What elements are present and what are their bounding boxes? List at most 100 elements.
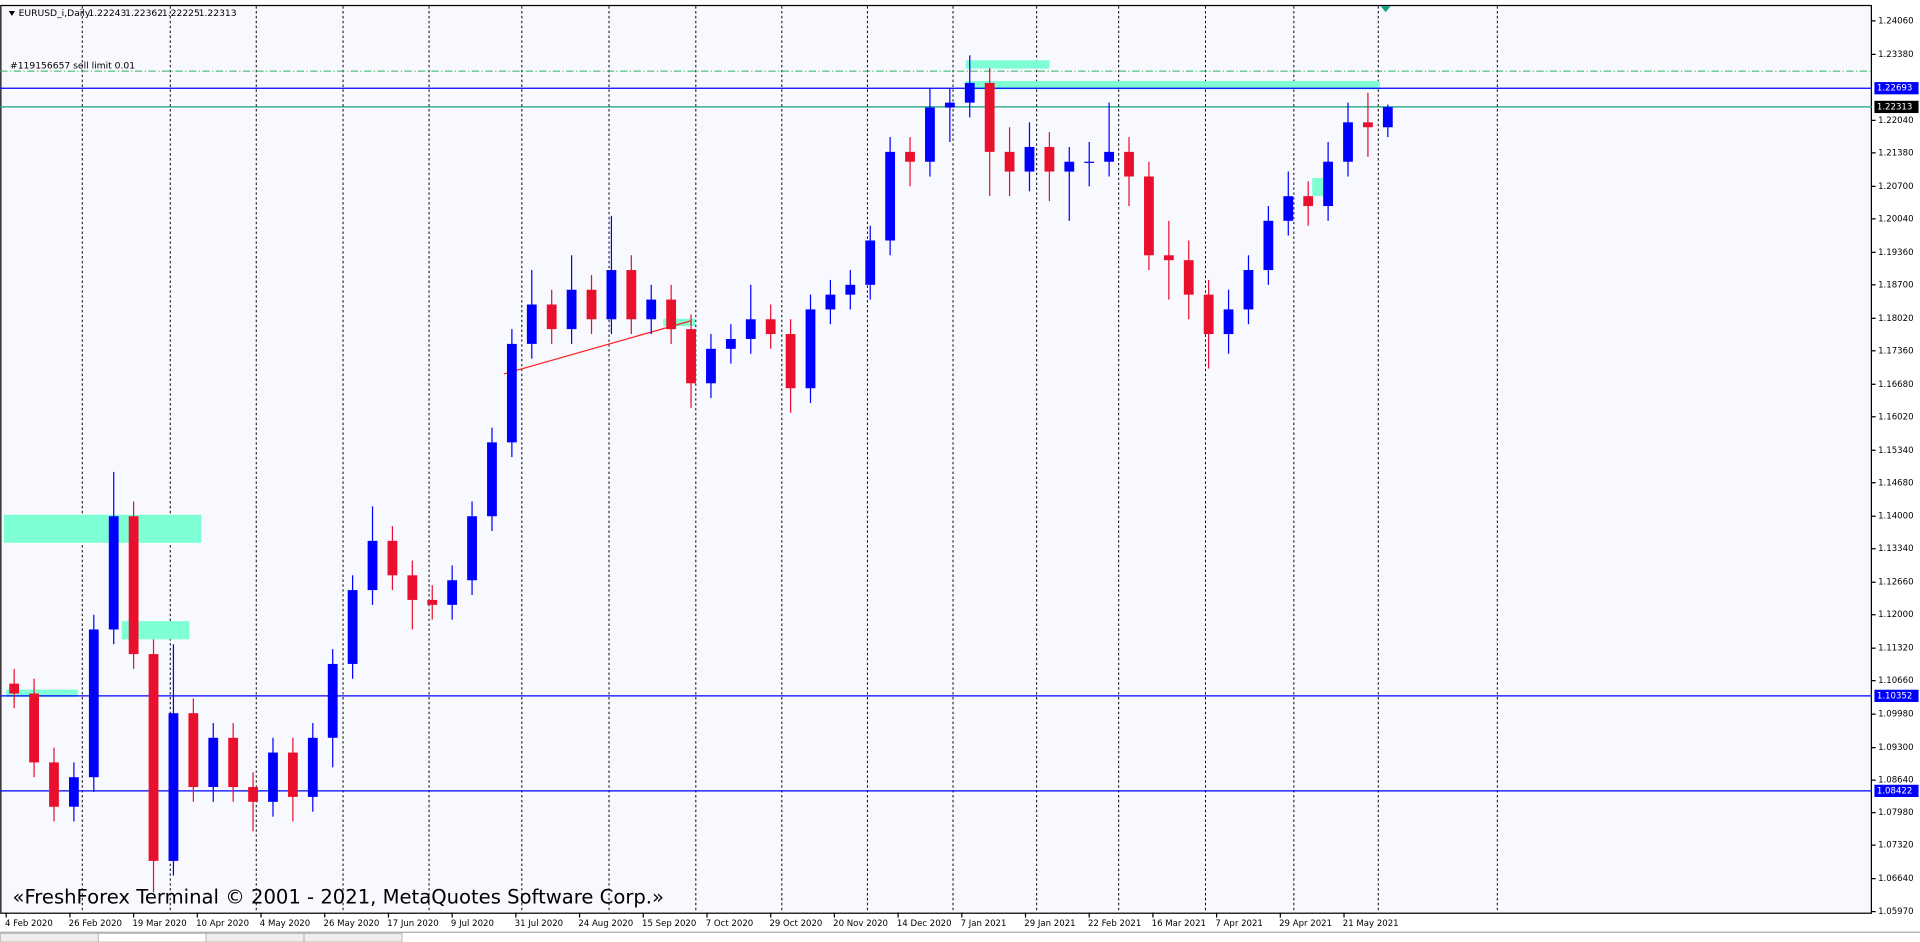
- y-tick-label: 1.18020: [1878, 314, 1913, 324]
- menu-triangle[interactable]: [8, 11, 15, 16]
- candle-body: [1183, 260, 1194, 295]
- candle-body: [506, 343, 517, 443]
- candle-body: [148, 654, 159, 861]
- candle-body: [407, 575, 418, 600]
- candle-body: [268, 752, 278, 802]
- candle-body: [427, 599, 438, 605]
- candle-body: [248, 787, 258, 802]
- tab[interactable]: [205, 933, 305, 942]
- candle-body: [387, 540, 398, 576]
- candle-body: [606, 270, 617, 320]
- candle-body: [546, 304, 557, 330]
- y-tick-label: 1.22040: [1878, 116, 1913, 126]
- candle-body: [1203, 294, 1214, 335]
- tab[interactable]: [303, 933, 403, 942]
- x-tick-label: 17 Jun 2020: [387, 919, 439, 929]
- candle-body: [1223, 309, 1234, 335]
- x-tick-label: 4 Feb 2020: [5, 919, 53, 929]
- y-tick-label: 1.15340: [1878, 446, 1913, 456]
- y-tick-label: 1.09980: [1878, 710, 1913, 720]
- x-tick-label: 20 Nov 2020: [833, 919, 888, 929]
- y-tick-label: 1.05970: [1878, 907, 1913, 917]
- candle-body: [1084, 161, 1095, 163]
- candle-body: [1024, 146, 1035, 172]
- zone: [965, 60, 1050, 69]
- candle-body: [865, 240, 876, 285]
- level-label-bg: [1874, 784, 1919, 798]
- ohlc-value: 1.22362: [125, 8, 163, 19]
- y-tick-label: 1.09300: [1878, 743, 1913, 753]
- level-label-bg: [1874, 82, 1919, 95]
- candle-body: [9, 683, 20, 694]
- level-label: 1.22693: [1877, 84, 1912, 94]
- candle-body: [1263, 220, 1274, 271]
- x-tick-label: 7 Jan 2021: [961, 919, 1007, 929]
- candle-body: [1382, 107, 1393, 128]
- candle-body: [1064, 161, 1075, 172]
- x-tick-label: 29 Oct 2020: [769, 919, 822, 929]
- trendline: [503, 320, 692, 375]
- candle-body: [885, 151, 896, 241]
- candle-body: [1144, 176, 1154, 256]
- tab[interactable]: [97, 933, 207, 942]
- ohlc-value: 1.22313: [199, 8, 237, 19]
- candle-body: [725, 338, 736, 349]
- candle-body: [367, 540, 378, 591]
- zone: [3, 514, 202, 543]
- candle-body: [447, 580, 458, 605]
- x-tick-label: 21 May 2021: [1343, 919, 1399, 929]
- candle-body: [487, 442, 497, 517]
- zone: [6, 689, 78, 697]
- candle-body: [108, 516, 119, 630]
- x-tick-label: 4 May 2020: [260, 919, 310, 929]
- zone: [965, 80, 1380, 90]
- x-tick-label: 7 Apr 2021: [1215, 919, 1263, 929]
- candle-body: [1323, 161, 1334, 207]
- x-tick-label: 7 Oct 2020: [706, 919, 754, 929]
- y-tick-label: 1.08640: [1878, 776, 1913, 786]
- candle-body: [526, 304, 537, 344]
- candle-body: [666, 299, 677, 330]
- price-arrow: [1380, 6, 1391, 13]
- y-tick-label: 1.23380: [1878, 50, 1913, 60]
- plot-area: [0, 4, 1872, 914]
- x-tick-label: 14 Dec 2020: [897, 919, 952, 929]
- candle-body: [765, 319, 776, 335]
- y-tick-label: 1.10660: [1878, 676, 1913, 686]
- candle-body: [646, 299, 657, 320]
- candle-body: [347, 590, 358, 664]
- x-tick-label: 29 Apr 2021: [1279, 919, 1332, 929]
- candle-body: [228, 737, 239, 788]
- y-tick-label: 1.06640: [1878, 874, 1913, 884]
- y-tick-label: 1.12000: [1878, 610, 1913, 620]
- x-tick-label: 29 Jan 2021: [1024, 919, 1075, 929]
- candle-body: [586, 289, 597, 320]
- candle-body: [805, 309, 816, 389]
- candle-body: [825, 294, 836, 310]
- x-tick-label: 22 Feb 2021: [1088, 919, 1141, 929]
- candle-body: [327, 663, 338, 738]
- y-tick-label: 1.20700: [1878, 182, 1913, 192]
- candle-body: [1363, 122, 1373, 128]
- candle-body: [944, 102, 955, 108]
- candle-body: [745, 319, 756, 339]
- y-tick-label: 1.13340: [1878, 544, 1913, 554]
- level-label: 1.22313: [1877, 102, 1912, 112]
- candle-body: [68, 777, 79, 807]
- tab[interactable]: [0, 933, 99, 942]
- candle-body: [925, 107, 935, 162]
- candle-body: [706, 348, 716, 384]
- y-tick-label: 1.19360: [1878, 248, 1913, 258]
- x-tick-label: 10 Apr 2020: [196, 919, 249, 929]
- x-tick-label: 9 Jul 2020: [451, 919, 494, 929]
- candle-body: [1044, 146, 1055, 172]
- candle-body: [128, 516, 139, 655]
- chart-layer: [0, 6, 1876, 918]
- candle-body: [29, 693, 39, 763]
- candle-body: [984, 82, 995, 152]
- candle-body: [1343, 122, 1353, 162]
- level-label-bg: [1874, 100, 1919, 114]
- candle-body: [1163, 255, 1174, 261]
- candle-body: [168, 713, 179, 861]
